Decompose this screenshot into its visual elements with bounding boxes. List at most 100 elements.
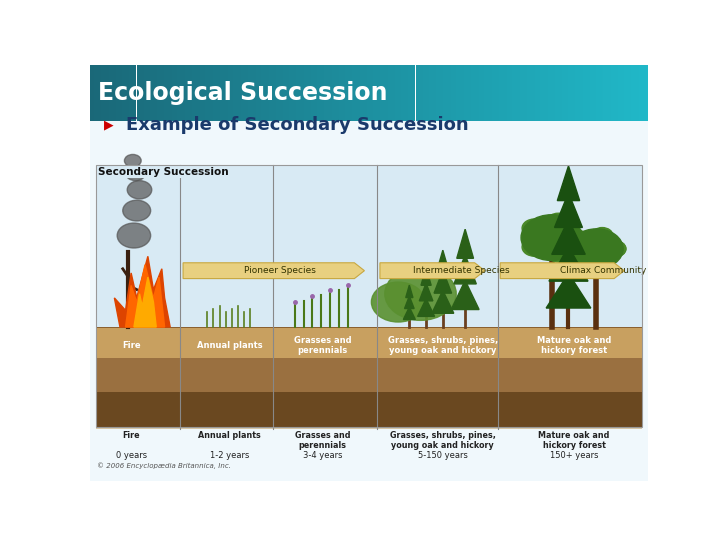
Bar [399,65,400,121]
Bar [332,65,333,121]
Bar [520,65,521,121]
Bar [473,65,475,121]
Bar [369,65,371,121]
Bar [544,65,546,121]
Bar [90,121,648,481]
Bar [313,65,315,121]
Bar [393,65,395,121]
Bar [230,65,231,121]
Bar [196,65,198,121]
Bar [99,65,101,121]
Bar [284,65,285,121]
Circle shape [570,249,592,265]
Bar [163,65,164,121]
Bar [434,65,436,121]
Bar [338,65,339,121]
Circle shape [591,227,613,244]
Bar [622,65,624,121]
Bar [508,65,510,121]
Bar [377,65,378,121]
Bar [633,65,635,121]
Bar [101,65,103,121]
Circle shape [122,200,150,221]
Circle shape [125,154,141,167]
Text: 0 years: 0 years [116,451,147,461]
Bar [405,65,406,121]
Bar [96,165,642,427]
Bar [557,65,559,121]
Bar [220,65,222,121]
Polygon shape [451,280,479,309]
Bar [179,65,181,121]
Bar [412,65,413,121]
Bar [475,65,477,121]
Polygon shape [557,166,580,200]
Bar [151,65,153,121]
Bar [258,65,259,121]
Text: Example of Secondary Succession: Example of Secondary Succession [126,116,469,134]
Bar [352,65,354,121]
Bar [505,65,507,121]
Text: Fire: Fire [122,431,140,440]
Bar [315,65,317,121]
Bar [415,65,418,121]
Polygon shape [134,277,156,327]
Bar [285,65,287,121]
Bar [272,65,274,121]
Circle shape [372,282,425,322]
Bar [467,65,469,121]
Bar [132,65,135,121]
Circle shape [570,229,624,269]
Bar [336,65,338,121]
Bar [587,65,588,121]
Text: Annual plants: Annual plants [197,341,262,350]
Bar [347,65,348,121]
Bar [371,65,373,121]
Bar [280,65,282,121]
Bar [600,65,601,121]
Bar [499,65,501,121]
Text: Grasses and
perennials: Grasses and perennials [294,336,351,355]
Bar [454,65,456,121]
Bar [492,65,494,121]
Bar [222,65,224,121]
Bar [125,65,127,121]
Bar [536,65,539,121]
Bar [118,65,120,121]
Bar [239,65,240,121]
Bar [120,65,122,121]
Bar [205,65,207,121]
Bar [256,65,258,121]
Polygon shape [549,246,588,281]
Bar [564,65,566,121]
Bar [459,65,460,121]
Bar [425,65,427,121]
Bar [302,65,304,121]
Bar [360,65,361,121]
Bar [116,65,118,121]
Bar [96,327,642,359]
Bar [542,65,544,121]
Bar [594,65,596,121]
Bar [540,65,542,121]
Bar [514,65,516,121]
Bar [384,65,386,121]
Bar [144,65,145,121]
Bar [224,65,226,121]
Bar [568,65,570,121]
Bar [96,359,642,393]
Text: Mature oak and
hickory forest: Mature oak and hickory forest [537,336,611,355]
Bar [637,65,639,121]
Text: 5-150 years: 5-150 years [418,451,468,461]
Bar [354,65,356,121]
Circle shape [561,228,585,247]
Circle shape [546,244,571,262]
Bar [572,65,574,121]
Bar [523,65,526,121]
Bar [204,65,205,121]
Bar [501,65,503,121]
Bar [390,65,392,121]
Bar [294,65,297,121]
Text: Secondary Succession: Secondary Succession [99,167,229,177]
Text: Mature oak and
hickory forest: Mature oak and hickory forest [539,431,610,450]
